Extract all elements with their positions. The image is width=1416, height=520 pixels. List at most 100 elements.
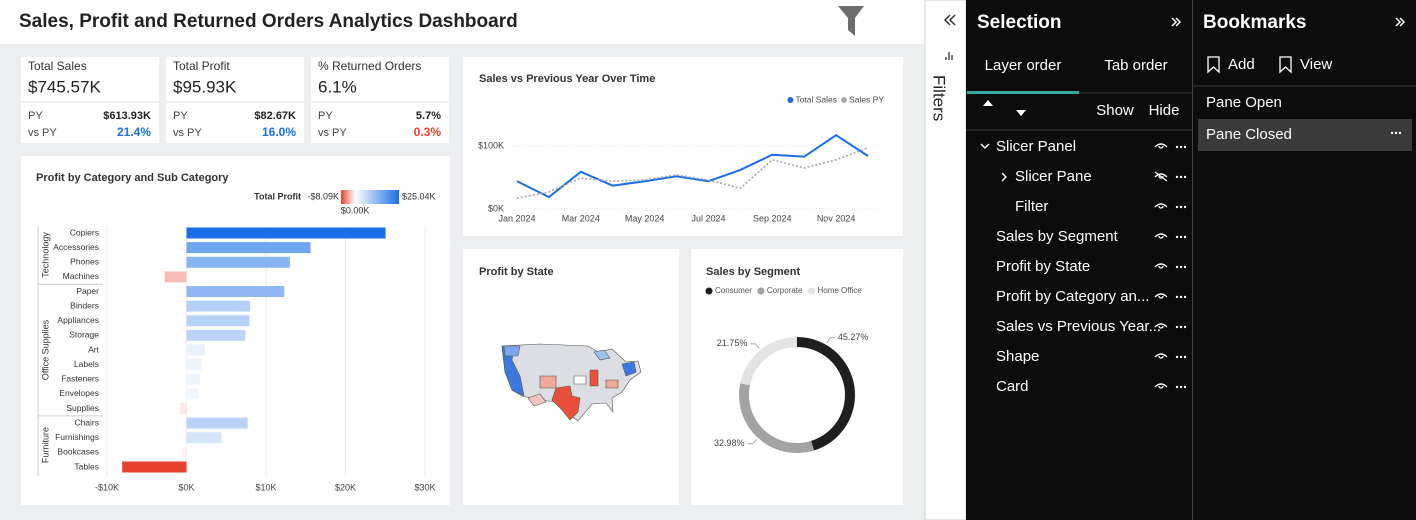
chevron-down[interactable]	[980, 143, 990, 149]
map-state	[589, 369, 599, 387]
more-dot[interactable]	[1183, 145, 1187, 149]
more-dot[interactable]	[1175, 385, 1179, 389]
category-label: Appliances	[57, 315, 99, 325]
layer-name[interactable]: Sales by Segment	[996, 228, 1119, 245]
visibility-icon[interactable]	[1154, 203, 1168, 209]
more-dot[interactable]	[1175, 205, 1179, 209]
add-button[interactable]: Add	[1228, 56, 1255, 73]
tab[interactable]: Tab order	[1104, 57, 1167, 74]
more-dot[interactable]	[1175, 235, 1179, 239]
data-label: 21.75%	[717, 338, 748, 348]
more-dot[interactable]	[1390, 131, 1394, 135]
x-tick-label: $20K	[335, 482, 356, 492]
kpi-card	[21, 57, 159, 143]
more-dot[interactable]	[1175, 145, 1179, 149]
card-value: 6.1%	[318, 77, 357, 96]
more-dot[interactable]	[1179, 175, 1183, 179]
visibility-icon[interactable]	[1154, 263, 1168, 269]
more-dot[interactable]	[1183, 295, 1187, 299]
card-label: Total Sales	[28, 59, 87, 73]
layer-name[interactable]: Profit by Category an...	[996, 288, 1149, 305]
more-dot[interactable]	[1183, 175, 1187, 179]
card-py-label: PY	[28, 110, 43, 122]
more-dot[interactable]	[1179, 145, 1183, 149]
x-tick-label: $0K	[178, 482, 194, 492]
chart-title: Profit by Category and Sub Category	[36, 172, 229, 184]
visibility-icon[interactable]	[1154, 323, 1168, 329]
move-up[interactable]	[983, 100, 993, 106]
more-dot[interactable]	[1183, 235, 1187, 239]
header-bar	[0, 0, 925, 44]
more-dot[interactable]	[1183, 355, 1187, 359]
legend-marker	[807, 287, 815, 295]
layer-name[interactable]: Slicer Panel	[996, 138, 1076, 155]
hide-button[interactable]: Hide	[1149, 102, 1180, 119]
show-button[interactable]: Show	[1096, 102, 1134, 119]
visibility-icon[interactable]	[1154, 143, 1168, 149]
more-dot[interactable]	[1179, 205, 1183, 209]
more-dot[interactable]	[1175, 295, 1179, 299]
visibility-icon[interactable]	[1154, 233, 1168, 239]
card-vs-label: vs PY	[173, 127, 202, 139]
more-dot[interactable]	[1179, 355, 1183, 359]
tab-underline	[967, 91, 1079, 94]
tab[interactable]: Layer order	[985, 57, 1062, 74]
card-vs-value: 16.0%	[262, 125, 296, 139]
x-tick-label: -$10K	[95, 482, 119, 492]
chevron-right[interactable]	[1001, 172, 1007, 182]
visibility-icon[interactable]	[1154, 293, 1168, 299]
category-label: Phones	[70, 257, 99, 267]
legend-title: Total Profit	[254, 191, 301, 201]
layer-name[interactable]: Shape	[996, 348, 1039, 365]
more-dot[interactable]	[1183, 385, 1187, 389]
layer-name[interactable]: Sales vs Previous Year...	[996, 318, 1161, 335]
more-dot[interactable]	[1183, 265, 1187, 269]
more-dot[interactable]	[1394, 131, 1398, 135]
move-down[interactable]	[1016, 110, 1026, 116]
view-icon[interactable]	[1279, 56, 1292, 74]
legend-label: Consumer	[715, 286, 752, 295]
more-dot[interactable]	[1179, 385, 1183, 389]
chart-title: Profit by State	[479, 266, 554, 278]
more-dot[interactable]	[1179, 265, 1183, 269]
chart-title: Sales vs Previous Year Over Time	[479, 73, 655, 85]
more-dot[interactable]	[1175, 265, 1179, 269]
more-dot[interactable]	[1179, 235, 1183, 239]
add-icon[interactable]	[1207, 56, 1220, 74]
visibility-icon[interactable]	[1154, 383, 1168, 389]
legend-label: -$8.09K	[307, 191, 339, 201]
more-dot[interactable]	[1179, 325, 1183, 329]
legend-gradient	[341, 190, 399, 204]
more-dot[interactable]	[1398, 131, 1402, 135]
map-state	[539, 375, 557, 389]
collapse-icon[interactable]	[1171, 17, 1182, 27]
more-dot[interactable]	[1183, 325, 1187, 329]
filters-label[interactable]: Filters	[930, 75, 949, 121]
expand-icon[interactable]	[943, 14, 956, 26]
more-dot[interactable]	[1183, 205, 1187, 209]
filter-icon[interactable]	[838, 6, 864, 36]
bar	[186, 315, 250, 327]
collapse-icon[interactable]	[1395, 17, 1406, 27]
more-dot[interactable]	[1175, 175, 1179, 179]
more-dot[interactable]	[1175, 355, 1179, 359]
bookmark[interactable]: Pane Closed	[1206, 126, 1292, 143]
card-py-value: $613.93K	[103, 110, 151, 122]
line-series	[516, 134, 869, 199]
more-dot[interactable]	[1175, 325, 1179, 329]
category-label: Accessories	[53, 242, 99, 252]
category-label: Binders	[70, 300, 99, 310]
more-dot[interactable]	[1179, 295, 1183, 299]
layer-name[interactable]: Profit by State	[996, 258, 1090, 275]
visibility-icon[interactable]	[1154, 353, 1168, 359]
view-button[interactable]: View	[1300, 56, 1332, 73]
bookmark[interactable]: Pane Open	[1206, 94, 1282, 111]
layer-name[interactable]: Slicer Pane	[1015, 168, 1092, 185]
visibility-icon[interactable]	[1154, 173, 1168, 179]
layer-name[interactable]: Card	[996, 378, 1029, 395]
layer-name[interactable]: Filter	[1015, 198, 1048, 215]
bar	[186, 300, 251, 312]
category-label: Bookcases	[57, 447, 99, 457]
bar	[164, 271, 187, 283]
